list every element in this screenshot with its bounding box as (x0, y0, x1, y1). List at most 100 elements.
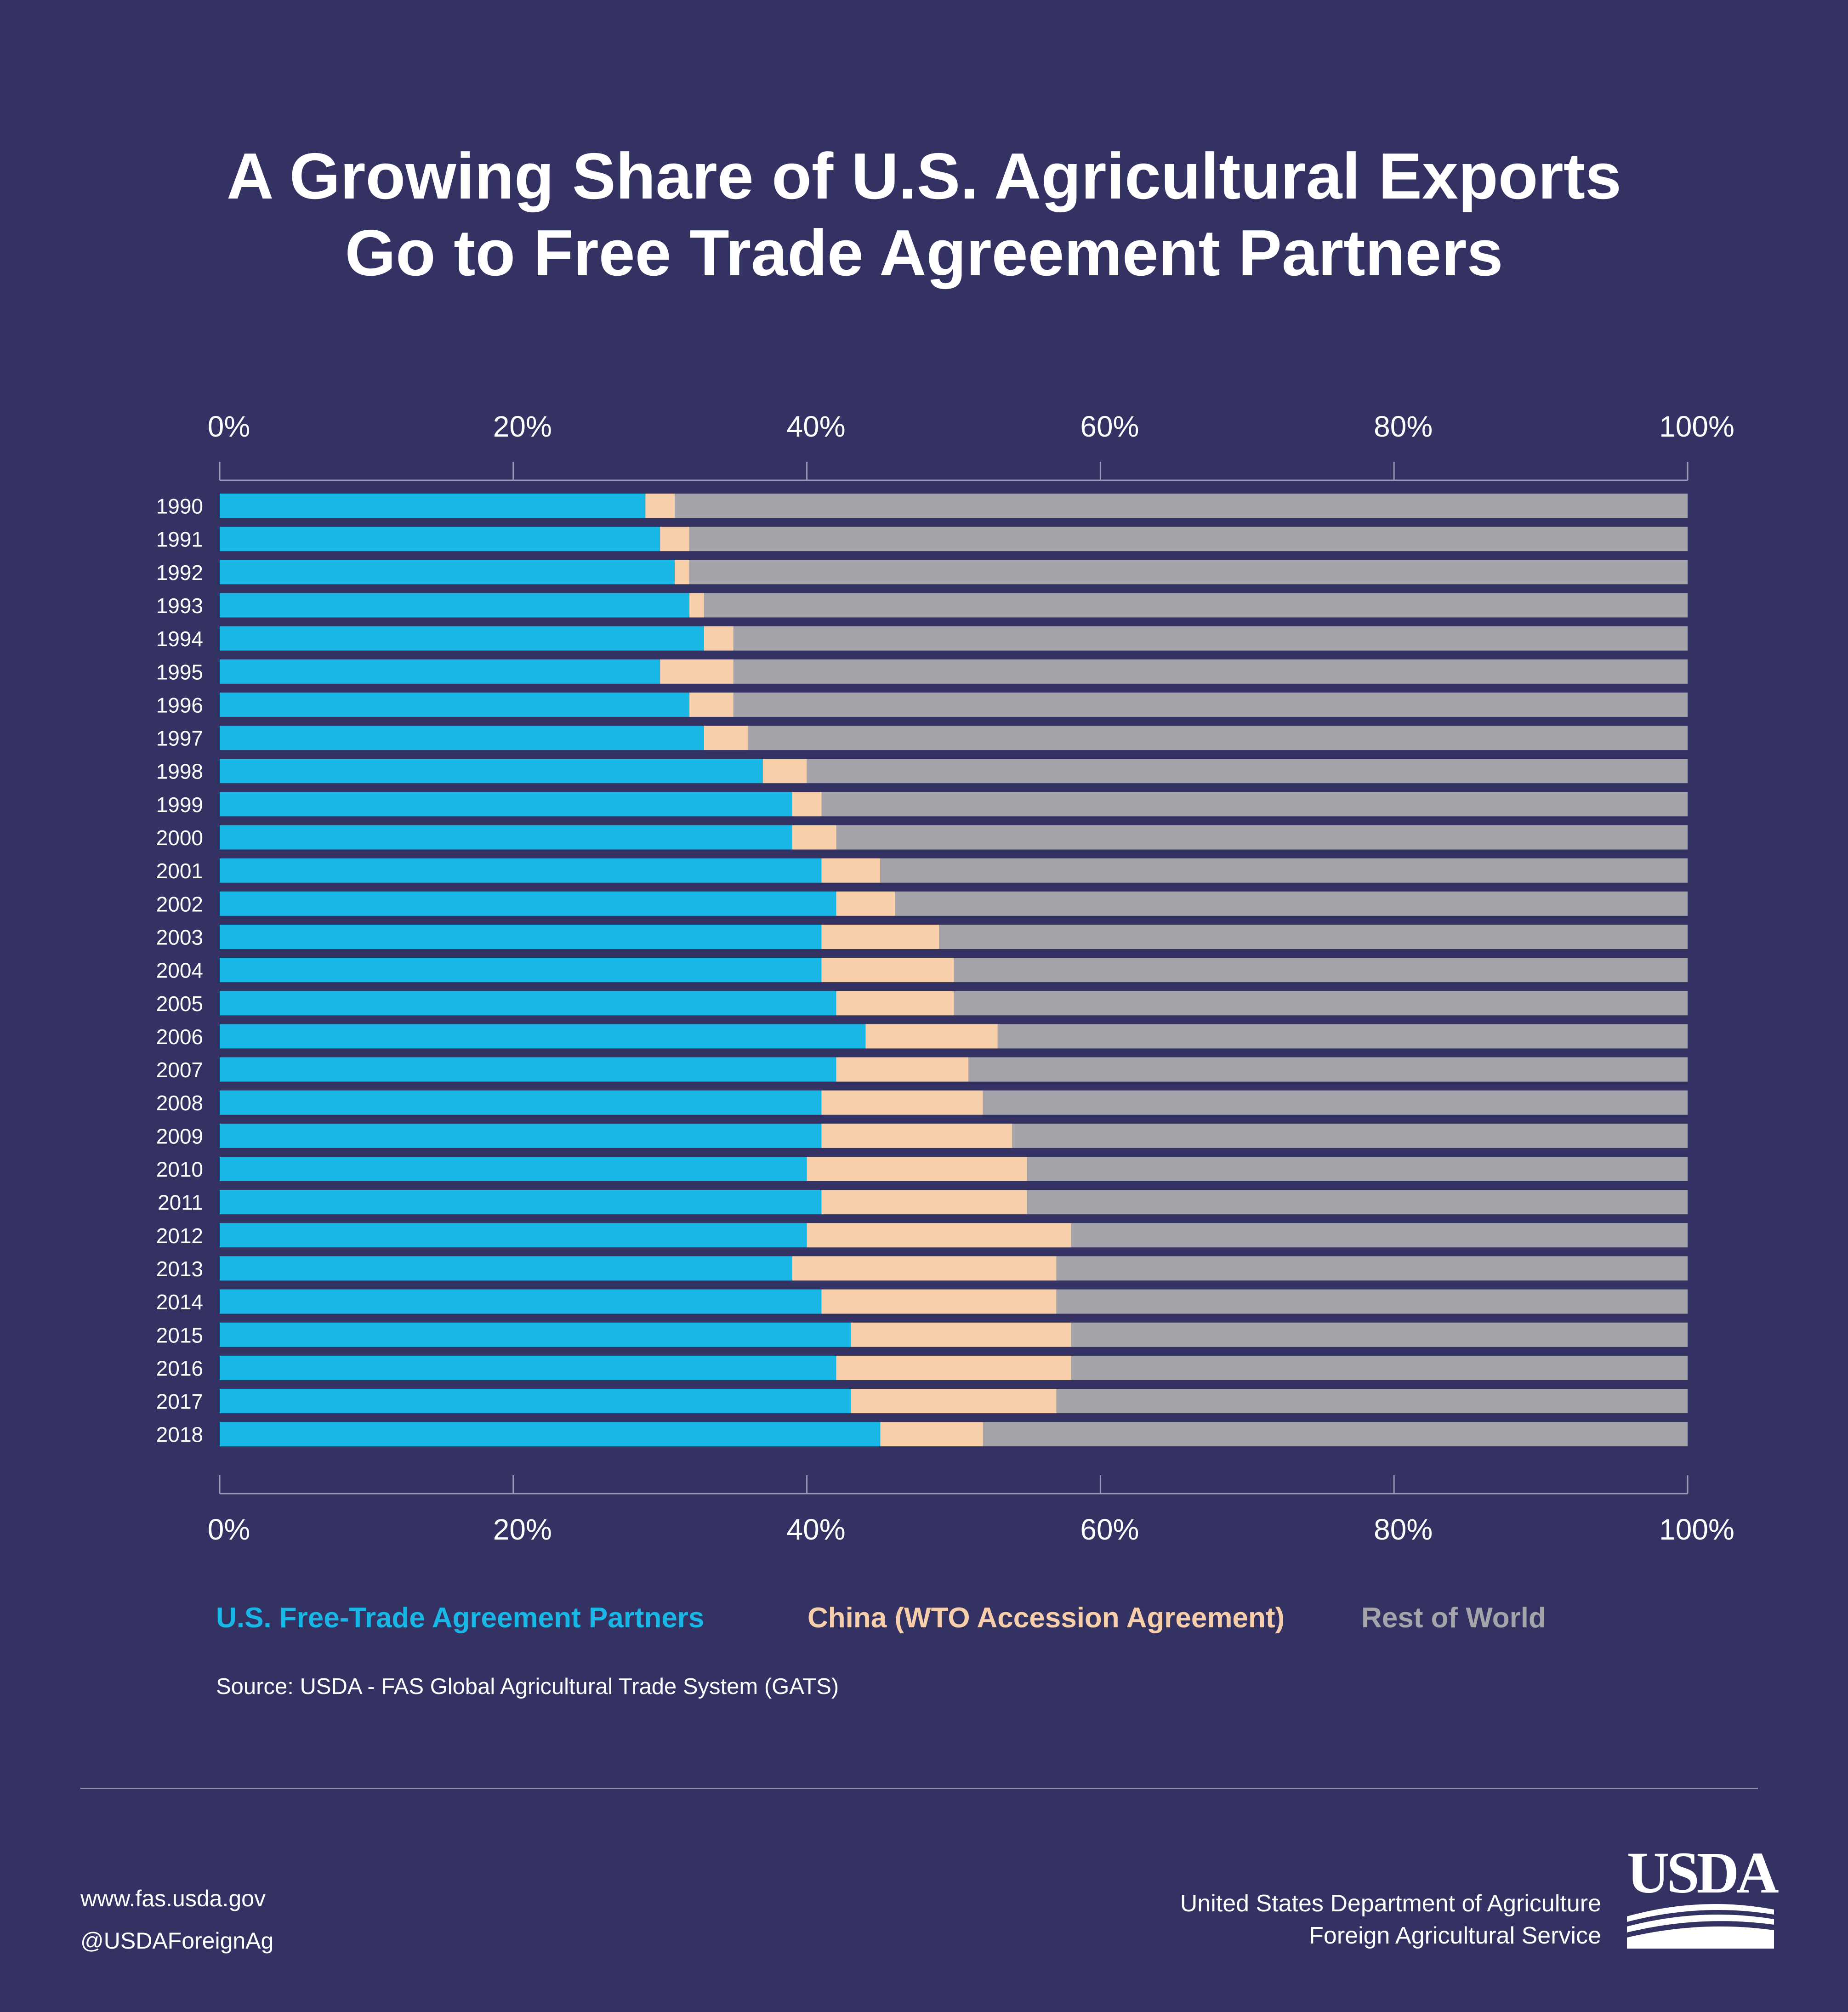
usda-logo-fields-icon (1627, 1904, 1774, 1949)
bar-2012-series-2 (1071, 1223, 1688, 1248)
bar-2012-series-1 (807, 1223, 1071, 1248)
stacked-bar-chart: 0% 20% 40% 60% 80% 100% 199019911992199319941… (156, 410, 1734, 1546)
usda-logo-text: USDA (1627, 1840, 1779, 1905)
bar-2006-series-0 (220, 1024, 866, 1049)
bar-2001-series-1 (821, 858, 881, 883)
website-link[interactable]: www.fas.usda.gov (80, 1886, 266, 1911)
bar-2009-series-0 (220, 1123, 822, 1148)
top-tick-label-2: 40% (787, 410, 846, 443)
top-tick-label-1: 20% (493, 410, 552, 443)
legend-rest-label: Rest of World (1361, 1602, 1546, 1634)
footer-organization: United States Department of Agriculture … (1180, 1887, 1601, 1952)
bottom-axis: 0% 20% 40% 60% 80% 100% (208, 1475, 1734, 1546)
bar-2005-series-1 (836, 991, 954, 1016)
bar-2008-series-0 (220, 1090, 822, 1115)
bar-2006-series-2 (997, 1024, 1688, 1049)
year-label-1992: 1992 (156, 561, 203, 585)
bar-2004-series-0 (220, 958, 822, 983)
bottom-tick-label-4: 80% (1374, 1513, 1433, 1546)
bar-1998-series-1 (762, 759, 807, 784)
bar-1999-series-2 (821, 792, 1688, 817)
top-axis: 0% 20% 40% 60% 80% 100% (208, 410, 1734, 481)
top-tick-label-3: 60% (1080, 410, 1139, 443)
bar-2005-series-0 (220, 991, 836, 1016)
year-label-2018: 2018 (156, 1423, 203, 1447)
bar-2011-series-1 (821, 1190, 1027, 1215)
bar-1992-series-2 (689, 560, 1688, 585)
bar-1991-series-1 (660, 527, 690, 551)
year-label-2007: 2007 (156, 1058, 203, 1082)
year-label-1995: 1995 (156, 660, 203, 684)
top-tick-label-4: 80% (1374, 410, 1433, 443)
legend-fta-label: U.S. Free-Trade Agreement Partners (216, 1602, 705, 1634)
year-label-2015: 2015 (156, 1323, 203, 1347)
bar-2006-series-1 (865, 1024, 998, 1049)
bar-2005-series-2 (954, 991, 1688, 1016)
bar-1995-series-1 (660, 659, 734, 684)
bar-2002-series-0 (220, 891, 836, 916)
agency-name: Foreign Agricultural Service (1309, 1922, 1601, 1949)
year-label-2016: 2016 (156, 1356, 203, 1380)
year-label-2010: 2010 (156, 1158, 203, 1182)
bar-2013-series-1 (792, 1256, 1057, 1281)
bar-2008-series-1 (821, 1090, 983, 1115)
bottom-tick-label-3: 60% (1080, 1513, 1139, 1546)
bar-2013-series-2 (1056, 1256, 1688, 1281)
bars-group (220, 494, 1688, 1447)
bar-1994-series-1 (704, 626, 734, 651)
bar-2004-series-2 (954, 958, 1688, 983)
year-label-2005: 2005 (156, 992, 203, 1016)
year-label-2017: 2017 (156, 1390, 203, 1414)
title-line-2: Go to Free Trade Agreement Partners (345, 216, 1503, 290)
bar-2017-series-0 (220, 1389, 851, 1414)
bar-2012-series-0 (220, 1223, 807, 1248)
bar-2000-series-2 (836, 825, 1688, 850)
usda-logo: USDA (1627, 1840, 1779, 1953)
bar-2010-series-0 (220, 1157, 807, 1181)
bar-2001-series-0 (220, 858, 822, 883)
bar-2000-series-0 (220, 825, 792, 850)
org-name: United States Department of Agriculture (1180, 1890, 1601, 1917)
year-label-2013: 2013 (156, 1257, 203, 1281)
footer-contact: www.fas.usda.gov @USDAForeignAg (80, 1877, 273, 1962)
year-label-2000: 2000 (156, 826, 203, 850)
bar-2003-series-1 (821, 925, 939, 949)
bar-2011-series-0 (220, 1190, 822, 1215)
bar-2015-series-1 (851, 1322, 1071, 1347)
bar-2013-series-0 (220, 1256, 792, 1281)
bar-2010-series-1 (807, 1157, 1027, 1181)
year-label-1993: 1993 (156, 594, 203, 618)
bar-2000-series-1 (792, 825, 836, 850)
bar-1998-series-2 (807, 759, 1688, 784)
bar-1996-series-0 (220, 692, 690, 717)
bottom-tick-label-1: 20% (493, 1513, 552, 1546)
source-note: Source: USDA - FAS Global Agricultural T… (216, 1674, 839, 1699)
legend-china-label: China (WTO Accession Agreement) (807, 1602, 1285, 1634)
bar-2007-series-1 (836, 1057, 968, 1082)
bar-1990-series-1 (645, 494, 675, 518)
bar-2014-series-0 (220, 1289, 822, 1314)
bar-2008-series-2 (983, 1090, 1688, 1115)
bar-2001-series-2 (880, 858, 1688, 883)
year-label-2006: 2006 (156, 1025, 203, 1049)
bar-1992-series-1 (675, 560, 689, 585)
bar-1990-series-0 (220, 494, 646, 518)
twitter-handle[interactable]: @USDAForeignAg (80, 1928, 274, 1954)
title-line-1: A Growing Share of U.S. Agricultural Exp… (227, 140, 1621, 213)
bar-1991-series-2 (689, 527, 1688, 551)
bar-2003-series-2 (939, 925, 1688, 949)
year-label-2004: 2004 (156, 959, 203, 983)
bottom-tick-label-5: 100% (1659, 1513, 1734, 1546)
bar-1997-series-0 (220, 726, 704, 750)
bar-2009-series-2 (1012, 1123, 1688, 1148)
bar-2014-series-1 (821, 1289, 1057, 1314)
year-label-2009: 2009 (156, 1124, 203, 1148)
bar-2015-series-0 (220, 1322, 851, 1347)
bar-2011-series-2 (1027, 1190, 1688, 1215)
bar-2010-series-2 (1027, 1157, 1688, 1181)
year-label-1990: 1990 (156, 494, 203, 518)
year-label-1996: 1996 (156, 693, 203, 717)
bar-2018-series-0 (220, 1422, 881, 1447)
year-label-1999: 1999 (156, 793, 203, 817)
top-tick-label-0: 0% (208, 410, 250, 443)
